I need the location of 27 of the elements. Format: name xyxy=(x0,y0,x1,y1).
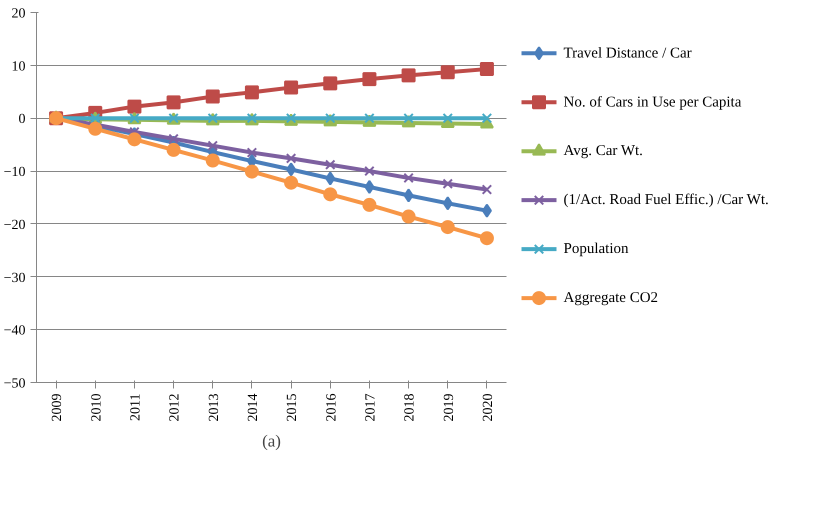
legend-label: Avg. Car Wt. xyxy=(564,143,643,160)
x-tick-label: 2011 xyxy=(128,393,144,421)
x-tick-label: 2014 xyxy=(246,394,261,422)
legend-label: Population xyxy=(564,241,629,258)
y-tick-label: −20 xyxy=(4,218,26,233)
legend-label: (1/Act. Road Fuel Effic.) /Car Wt. xyxy=(564,192,769,208)
x-tick-label: 2019 xyxy=(442,394,457,422)
x-tick-label: 2013 xyxy=(206,394,222,422)
legend-label: Travel Distance / Car xyxy=(564,45,692,62)
x-tick-label: 2017 xyxy=(363,394,378,422)
y-tick-label: −50 xyxy=(4,376,26,392)
x-tick-label: 2018 xyxy=(402,394,418,422)
y-tick-label: 0 xyxy=(18,112,26,128)
x-tick-label: 2012 xyxy=(168,394,183,422)
legend-label: Aggregate CO2 xyxy=(564,290,658,306)
y-tick-label: 10 xyxy=(12,59,26,74)
y-tick-label: −30 xyxy=(4,270,26,286)
y-tick-label: 20 xyxy=(12,6,26,22)
x-tick-label: 2016 xyxy=(324,394,340,422)
y-tick-label: −10 xyxy=(4,165,26,180)
x-tick-label: 2020 xyxy=(480,394,496,422)
x-tick-label: 2009 xyxy=(50,394,66,422)
legend-label: No. of Cars in Use per Capita xyxy=(564,94,742,110)
x-tick-label: 2010 xyxy=(89,394,104,422)
y-tick-label: −40 xyxy=(4,324,26,339)
text: (a) xyxy=(262,432,281,450)
x-tick-label: 2015 xyxy=(285,394,300,422)
